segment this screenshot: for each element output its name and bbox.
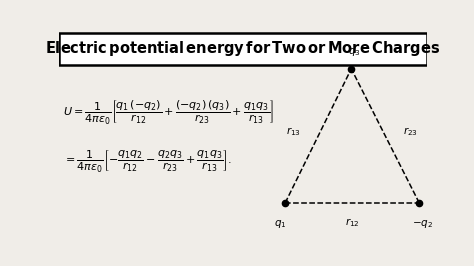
Text: $q_3$: $q_3$: [348, 45, 361, 57]
Text: $= \dfrac{1}{4\pi\varepsilon_0}\left[-\dfrac{q_1 q_2}{r_{12}} - \dfrac{q_2 q_3}{: $= \dfrac{1}{4\pi\varepsilon_0}\left[-\d…: [63, 148, 232, 174]
FancyBboxPatch shape: [59, 33, 427, 65]
Text: $-q_2$: $-q_2$: [412, 218, 434, 230]
Text: $r_{12}$: $r_{12}$: [345, 216, 360, 229]
Text: $r_{23}$: $r_{23}$: [403, 125, 418, 138]
Text: $\mathbf{Electric\,potential\,energy\,for\,Two\,or\,More\,Charges}$: $\mathbf{Electric\,potential\,energy\,fo…: [46, 39, 440, 58]
Text: $U = \dfrac{1}{4\pi\varepsilon_0}\left[\dfrac{q_1\,(-q_2)}{r_{12}} + \dfrac{(-q_: $U = \dfrac{1}{4\pi\varepsilon_0}\left[\…: [63, 98, 274, 126]
Text: $q_1$: $q_1$: [274, 218, 287, 230]
Text: $r_{13}$: $r_{13}$: [286, 125, 301, 138]
